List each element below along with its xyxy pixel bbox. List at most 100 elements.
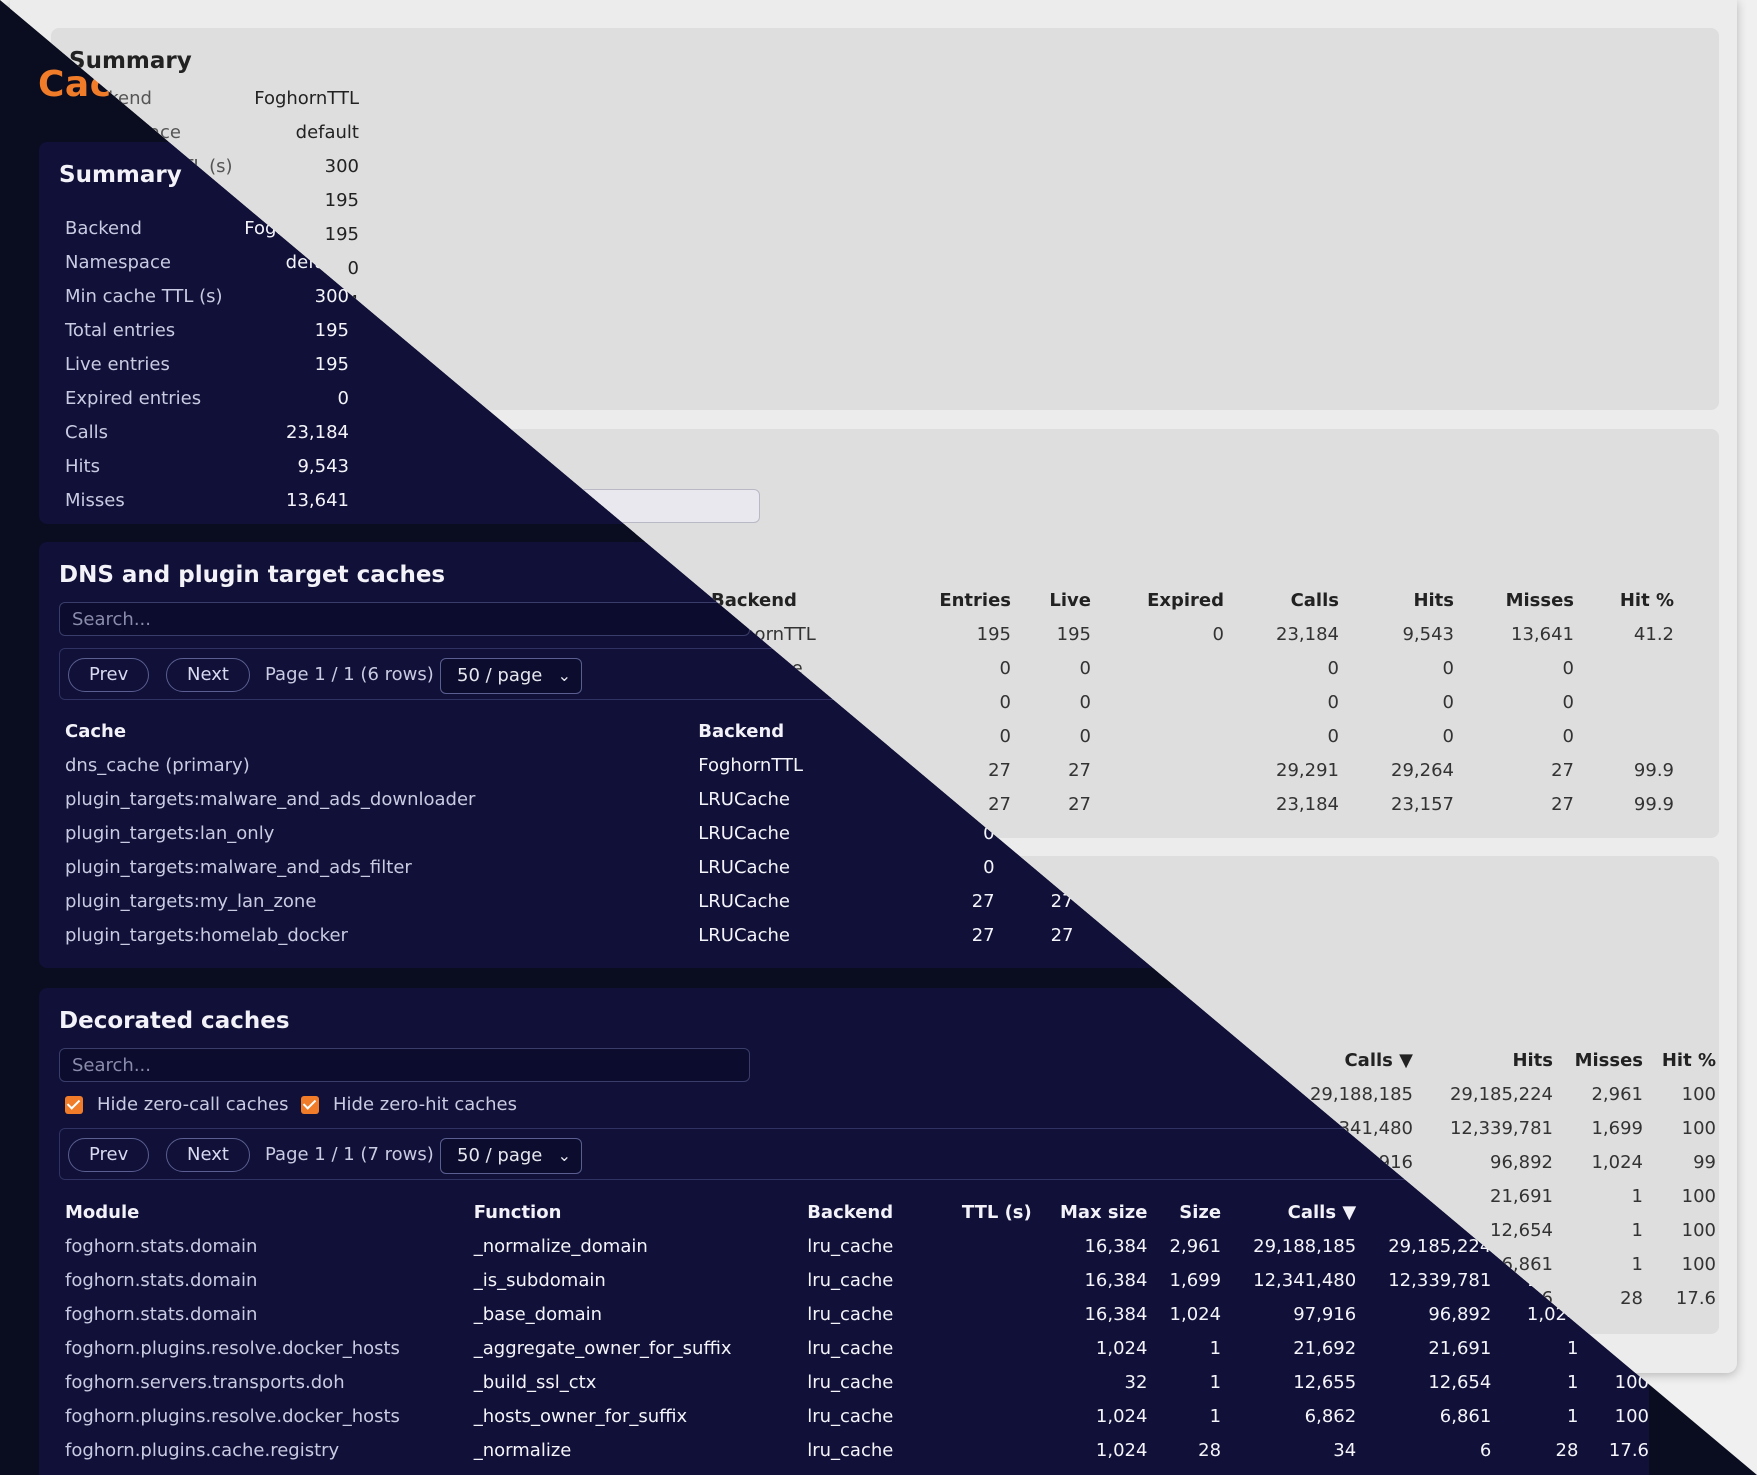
summary-value: 300 <box>314 286 349 307</box>
table-row: 29,188,185 29,185,224 2,961 100 <box>1273 1077 1716 1111</box>
dns-column-header-light[interactable]: Expired <box>1147 589 1224 611</box>
dns-cell: 29,264 <box>1391 759 1454 781</box>
summary-label: Calls <box>65 422 108 443</box>
table-row: LRUCache00000 <box>711 651 1674 685</box>
hide-zero-call-checkbox[interactable]: Hide zero-call caches <box>65 1094 288 1115</box>
dns-prev-button[interactable]: Prev <box>68 658 150 692</box>
dns-cell: 0 <box>983 822 995 844</box>
dns-cell <box>1091 787 1224 821</box>
summary-row: Misses 13,641 <box>65 490 349 511</box>
table-row: foghorn.plugins.cache.registry _normalize… <box>65 1433 1649 1467</box>
dns-cell: 27 <box>1551 759 1574 781</box>
dns-cell: 23,157 <box>1391 793 1454 815</box>
dns-cell: 27 <box>971 924 995 946</box>
decorated-column-header[interactable]: Module <box>65 1201 140 1223</box>
table-row: foghorn.stats.domain _is_subdomain lru_cac… <box>65 1263 1649 1297</box>
summary-value: 195 <box>324 190 359 211</box>
decorated-cell: 96,892 <box>1490 1151 1553 1173</box>
decorated-cell: 12,655 <box>1293 1371 1357 1393</box>
decorated-cell: 28 <box>1198 1439 1222 1461</box>
summary-value: 300 <box>324 156 359 177</box>
decorated-column-header-light[interactable]: Misses <box>1574 1049 1643 1071</box>
decorated-cell: 1 <box>1209 1337 1222 1359</box>
dns-cell: 27 <box>988 759 1011 781</box>
dns-cell: 29,291 <box>1276 759 1339 781</box>
decorated-prev-button[interactable]: Prev <box>68 1138 150 1172</box>
decorated-cell: 100 <box>1681 1219 1716 1241</box>
decorated-cell: 1 <box>1631 1253 1643 1275</box>
dns-search-input[interactable] <box>59 602 750 636</box>
table-row: foghorn.stats.domain _normalize_domain lru… <box>65 1229 1649 1263</box>
dns-column-header-light[interactable]: Hits <box>1413 589 1454 611</box>
dns-cell: 0 <box>1562 657 1574 679</box>
decorated-column-header-light[interactable]: Calls ▼ <box>1344 1049 1413 1071</box>
dns-cell: 0 <box>999 725 1011 747</box>
dns-cell: plugin_targets:my_lan_zone <box>65 890 317 912</box>
decorated-cell: lru_cache <box>807 1371 894 1393</box>
decorated-cell: _hosts_owner_for_suffix <box>473 1405 688 1427</box>
decorated-cache-table: Module Function Backend TTL (s) Max size Size… <box>65 1195 1649 1467</box>
summary-value: 195 <box>314 320 349 341</box>
decorated-column-header-light[interactable]: Hits <box>1512 1049 1553 1071</box>
table-row: FoghornTTL 195 195 0 23,184 9,543 13,641 41.2 <box>711 617 1674 651</box>
dns-column-header-light[interactable]: Misses <box>1505 589 1574 611</box>
dns-column-header-light[interactable]: Live <box>1049 589 1091 611</box>
summary-title-light: Summary <box>69 48 192 74</box>
decorated-cell: 32 <box>1124 1371 1148 1393</box>
decorated-column-header[interactable]: Calls ▼ <box>1287 1201 1357 1223</box>
hide-zero-hit-checkbox[interactable]: Hide zero-hit caches <box>301 1094 517 1115</box>
dns-column-header-light[interactable]: Backend <box>711 589 797 611</box>
summary-row: Calls 23,184 <box>65 422 349 443</box>
dns-column-header-light[interactable]: Calls <box>1290 589 1339 611</box>
decorated-cell: 12,341,480 <box>1253 1269 1357 1291</box>
dns-cell: LRUCache <box>698 890 790 912</box>
summary-row: Total entries 195 <box>65 320 349 341</box>
decorated-search-input[interactable] <box>59 1048 750 1082</box>
dns-column-header-light[interactable]: Entries <box>939 589 1011 611</box>
decorated-cell: 100 <box>1681 1253 1716 1275</box>
dns-page-size-select[interactable]: 50 / page ⌄ <box>440 658 582 694</box>
decorated-column-header[interactable]: Function <box>473 1201 562 1223</box>
decorated-cell: 29,188,185 <box>1253 1235 1357 1257</box>
dns-cell <box>1574 685 1674 719</box>
dns-next-button[interactable]: Next <box>166 658 250 692</box>
decorated-cell: 1 <box>1631 1219 1643 1241</box>
dns-column-header-light[interactable]: Hit % <box>1619 589 1674 611</box>
decorated-cell: 16,384 <box>1084 1303 1148 1325</box>
checkbox-checked-icon <box>301 1095 319 1114</box>
dns-cell: LRUCache <box>698 822 790 844</box>
dns-column-header[interactable]: Backend <box>698 720 785 742</box>
decorated-cell: 1,699 <box>1591 1117 1643 1139</box>
dns-cell: 0 <box>1442 691 1454 713</box>
decorated-cell: 28 <box>1620 1287 1643 1309</box>
table-row: 12,341,480 12,339,781 1,699 100 <box>1273 1111 1716 1145</box>
summary-label: Min cache TTL (s) <box>65 286 223 307</box>
dns-cell: 27 <box>1068 759 1091 781</box>
decorated-cell: 29,185,224 <box>1388 1235 1492 1257</box>
decorated-cell: foghorn.plugins.cache.registry <box>65 1439 340 1461</box>
summary-row: Hits 9,543 <box>65 456 349 477</box>
decorated-column-header[interactable]: Backend <box>807 1201 894 1223</box>
dns-cell: 27 <box>1050 924 1074 946</box>
summary-label: Namespace <box>65 252 171 273</box>
dns-column-header[interactable]: Cache <box>65 720 127 742</box>
decorated-column-header[interactable]: Max size <box>1059 1201 1148 1223</box>
decorated-cell: 6,861 <box>1501 1253 1553 1275</box>
summary-value: default <box>295 122 359 143</box>
decorated-column-header[interactable]: Size <box>1179 1201 1222 1223</box>
decorated-column-header[interactable]: TTL (s) <box>961 1201 1032 1223</box>
decorated-cell: 1,024 <box>1095 1337 1148 1359</box>
decorated-cell: 100 <box>1681 1083 1716 1105</box>
decorated-page-size-select[interactable]: 50 / page ⌄ <box>440 1138 582 1174</box>
dns-cell: 0 <box>983 856 995 878</box>
decorated-cell: lru_cache <box>807 1303 894 1325</box>
decorated-cell: lru_cache <box>807 1405 894 1427</box>
decorated-cell: lru_cache <box>807 1235 894 1257</box>
decorated-cell <box>940 1263 1032 1297</box>
table-row: foghorn.servers.transports.doh _build_ssl… <box>65 1365 1649 1399</box>
dns-cell: FoghornTTL <box>698 754 804 776</box>
checkbox-checked-icon <box>65 1095 83 1114</box>
decorated-cell: 21,691 <box>1428 1337 1492 1359</box>
decorated-column-header-light[interactable]: Hit % <box>1661 1049 1716 1071</box>
decorated-next-button[interactable]: Next <box>166 1138 250 1172</box>
